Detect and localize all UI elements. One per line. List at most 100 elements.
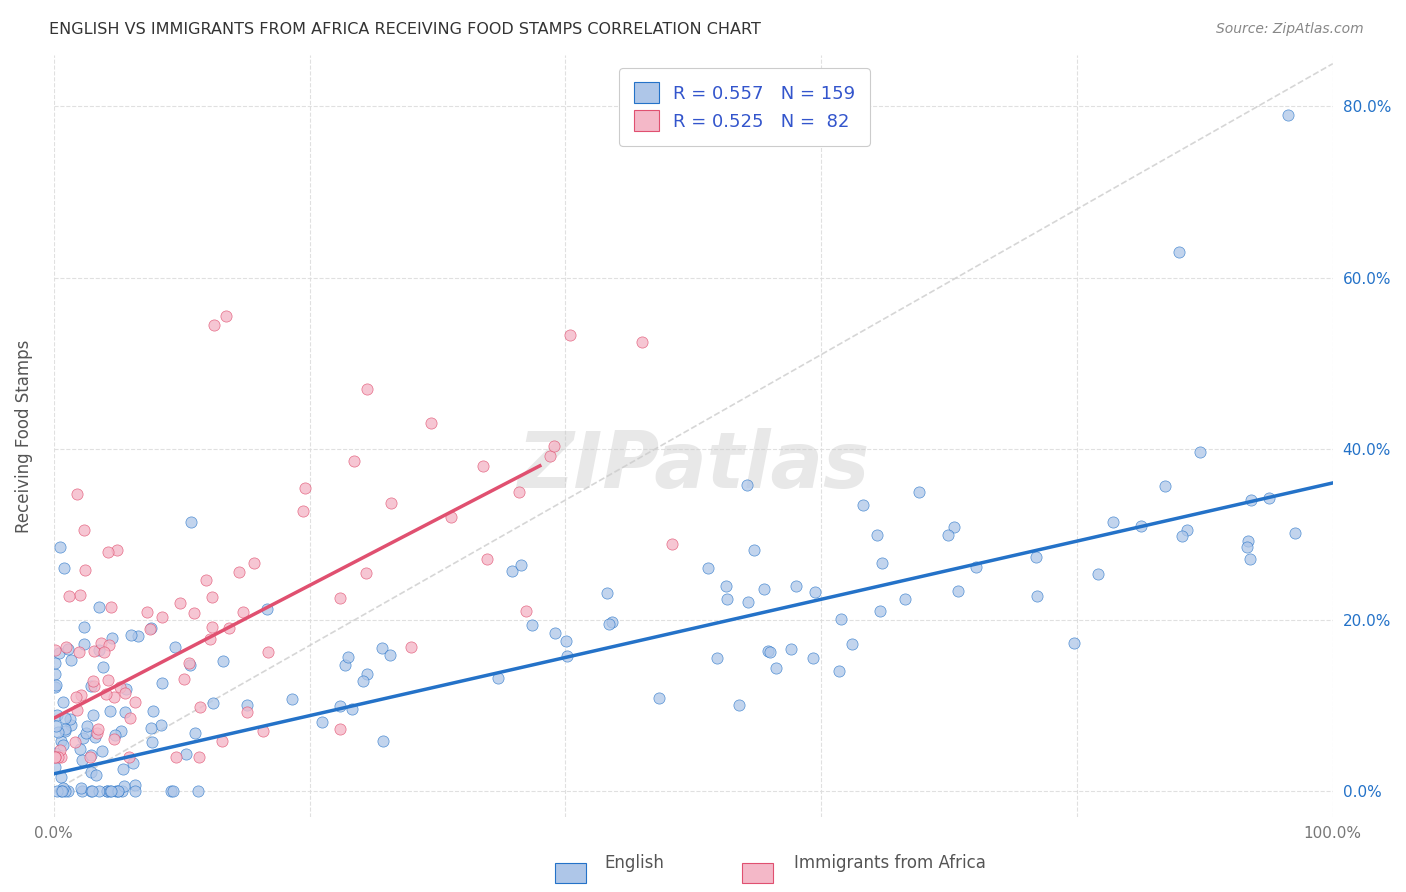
Point xyxy=(558,327,581,342)
Point xyxy=(515,604,537,618)
Point xyxy=(90,635,112,649)
Point xyxy=(48,724,70,739)
Point xyxy=(1239,552,1261,566)
Point xyxy=(49,770,72,784)
Point xyxy=(631,335,654,350)
Point xyxy=(735,478,758,492)
Point xyxy=(86,726,108,740)
Point xyxy=(936,528,959,542)
Point xyxy=(356,667,378,681)
Point xyxy=(108,680,131,694)
Point xyxy=(121,756,143,771)
Point xyxy=(294,481,316,495)
Point xyxy=(53,724,76,739)
Point xyxy=(716,591,738,606)
Point xyxy=(70,781,93,796)
Point xyxy=(150,610,173,624)
Point xyxy=(45,678,67,692)
Point xyxy=(211,654,233,668)
Point xyxy=(45,719,67,733)
Point xyxy=(1168,244,1191,259)
Point xyxy=(329,698,352,713)
Point xyxy=(173,672,195,686)
Point xyxy=(52,781,75,796)
Point xyxy=(67,645,90,659)
Point xyxy=(66,487,89,501)
Point xyxy=(59,653,82,667)
Point xyxy=(139,622,162,636)
Point xyxy=(401,640,423,654)
Point xyxy=(79,679,101,693)
Point xyxy=(420,416,443,430)
Point xyxy=(142,705,165,719)
Point xyxy=(160,784,183,798)
Point xyxy=(728,698,751,712)
Point xyxy=(1258,491,1281,505)
Point xyxy=(44,680,66,694)
Point xyxy=(329,591,352,605)
Point xyxy=(118,710,141,724)
Point xyxy=(53,561,76,575)
Point xyxy=(948,584,970,599)
Point xyxy=(149,718,172,732)
Point xyxy=(82,784,104,798)
Point xyxy=(183,607,205,621)
Point xyxy=(648,691,671,706)
Point xyxy=(83,679,105,693)
Point xyxy=(252,724,274,739)
Point xyxy=(236,698,259,712)
Point xyxy=(256,602,278,616)
Point xyxy=(661,537,683,551)
Point xyxy=(55,640,77,654)
Point xyxy=(94,687,117,701)
Point xyxy=(100,784,122,798)
Point xyxy=(114,686,136,700)
Point xyxy=(49,742,72,756)
Point xyxy=(103,732,125,747)
Point xyxy=(716,579,738,593)
Point xyxy=(52,695,75,709)
Point xyxy=(218,621,240,635)
Point xyxy=(866,528,889,542)
Point xyxy=(1130,519,1153,533)
Point xyxy=(544,626,567,640)
Point xyxy=(343,454,366,468)
Point xyxy=(72,731,94,745)
Text: Source: ZipAtlas.com: Source: ZipAtlas.com xyxy=(1216,22,1364,37)
Point xyxy=(101,631,124,645)
Point xyxy=(380,496,402,510)
Text: Immigrants from Africa: Immigrants from Africa xyxy=(794,855,986,872)
Point xyxy=(165,749,187,764)
Point xyxy=(53,784,76,798)
Point xyxy=(472,458,495,473)
Point xyxy=(162,784,184,798)
Point xyxy=(520,617,543,632)
Point xyxy=(83,643,105,657)
Point xyxy=(852,499,875,513)
Point xyxy=(311,714,333,729)
Point xyxy=(180,515,202,529)
Point xyxy=(335,658,357,673)
Point xyxy=(115,682,138,697)
Point xyxy=(756,643,779,657)
Text: ENGLISH VS IMMIGRANTS FROM AFRICA RECEIVING FOOD STAMPS CORRELATION CHART: ENGLISH VS IMMIGRANTS FROM AFRICA RECEIV… xyxy=(49,22,761,37)
Point xyxy=(340,702,363,716)
Point xyxy=(1237,534,1260,549)
Y-axis label: Receiving Food Stamps: Receiving Food Stamps xyxy=(15,339,32,533)
Legend: R = 0.557   N = 159, R = 0.525   N =  82: R = 0.557 N = 159, R = 0.525 N = 82 xyxy=(619,68,870,145)
Point xyxy=(801,650,824,665)
Point xyxy=(830,612,852,626)
Point xyxy=(169,596,191,610)
Point xyxy=(211,734,233,748)
Point xyxy=(804,584,827,599)
Point xyxy=(45,708,67,723)
Point xyxy=(232,605,254,619)
Point xyxy=(84,768,107,782)
Point xyxy=(98,638,121,652)
Point xyxy=(73,620,96,634)
Point xyxy=(200,632,222,647)
Point xyxy=(124,778,146,792)
Point xyxy=(150,676,173,690)
Point xyxy=(98,704,121,718)
Point xyxy=(235,706,257,720)
